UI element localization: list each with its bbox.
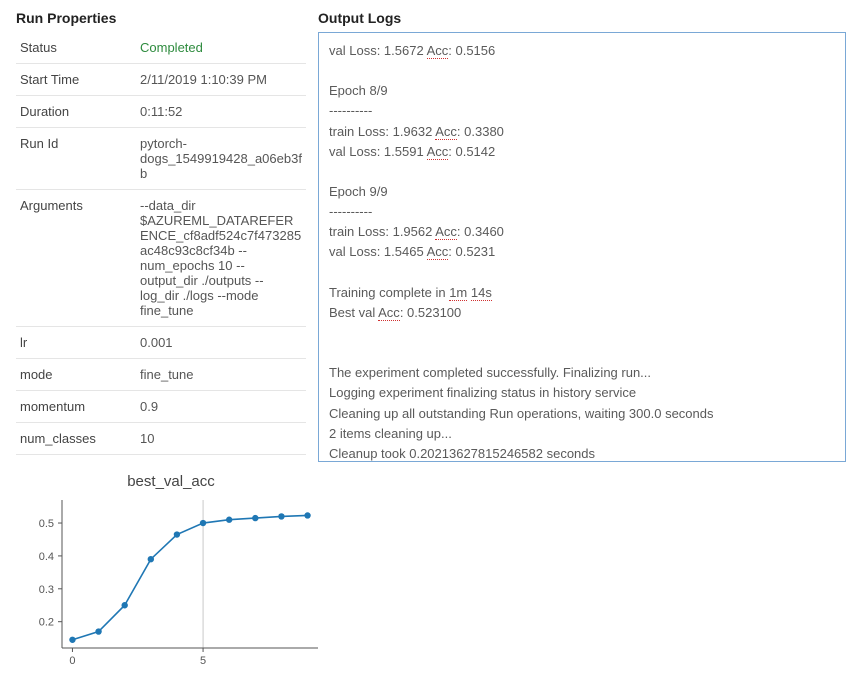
property-label: lr (20, 335, 140, 350)
property-value: pytorch-dogs_1549919428_a06eb3fb (140, 136, 302, 181)
property-row: Start Time2/11/2019 1:10:39 PM (16, 64, 306, 96)
best-val-acc-chart: best_val_acc 0.2 0.3 0.4 0.5 0 5 (16, 473, 326, 674)
property-value: 2/11/2019 1:10:39 PM (140, 72, 302, 87)
log-line: Cleaning up all outstanding Run operatio… (329, 404, 835, 424)
property-label: Start Time (20, 72, 140, 87)
chart-title: best_val_acc (16, 473, 326, 490)
log-content: val Loss: 1.5672 Acc: 0.5156 Epoch 8/9--… (329, 41, 835, 462)
log-line: val Loss: 1.5591 Acc: 0.5142 (329, 142, 835, 162)
run-properties-table: StatusCompletedStart Time2/11/2019 1:10:… (16, 32, 306, 455)
log-line (329, 162, 835, 182)
log-line: Epoch 8/9 (329, 81, 835, 101)
property-label: Status (20, 40, 140, 55)
svg-text:0.5: 0.5 (39, 518, 54, 530)
property-label: mode (20, 367, 140, 382)
property-row: lr0.001 (16, 327, 306, 359)
log-line (329, 263, 835, 283)
log-line (329, 343, 835, 363)
property-value: 0:11:52 (140, 104, 302, 119)
property-row: Run Idpytorch-dogs_1549919428_a06eb3fb (16, 128, 306, 190)
property-value: 0.9 (140, 399, 302, 414)
property-label: Arguments (20, 198, 140, 318)
log-line: ---------- (329, 202, 835, 222)
property-value: --data_dir $AZUREML_DATAREFERENCE_cf8adf… (140, 198, 302, 318)
property-row: modefine_tune (16, 359, 306, 391)
property-value: Completed (140, 40, 302, 55)
property-label: Run Id (20, 136, 140, 181)
property-row: StatusCompleted (16, 32, 306, 64)
property-label: num_classes (20, 431, 140, 446)
property-row: Arguments--data_dir $AZUREML_DATAREFEREN… (16, 190, 306, 327)
log-line (329, 323, 835, 343)
log-line: train Loss: 1.9632 Acc: 0.3380 (329, 122, 835, 142)
property-value: fine_tune (140, 367, 302, 382)
property-row: momentum0.9 (16, 391, 306, 423)
log-line: ---------- (329, 101, 835, 121)
log-line: The experiment completed successfully. F… (329, 363, 835, 383)
output-logs-title: Output Logs (318, 8, 846, 32)
log-line: 2 items cleaning up... (329, 424, 835, 444)
log-line: Best val Acc: 0.523100 (329, 303, 835, 323)
run-properties-title: Run Properties (16, 8, 306, 32)
log-line (329, 61, 835, 81)
property-value: 10 (140, 431, 302, 446)
log-line: Logging experiment finalizing status in … (329, 383, 835, 403)
log-line: Cleanup took 0.20213627815246582 seconds (329, 444, 835, 462)
property-label: Duration (20, 104, 140, 119)
line-chart-svg: 0.2 0.3 0.4 0.5 0 5 (16, 494, 326, 674)
property-label: momentum (20, 399, 140, 414)
svg-text:0.3: 0.3 (39, 584, 54, 596)
svg-text:0.2: 0.2 (39, 617, 54, 629)
svg-text:5: 5 (200, 655, 206, 667)
log-line: train Loss: 1.9562 Acc: 0.3460 (329, 222, 835, 242)
output-logs-textarea[interactable]: val Loss: 1.5672 Acc: 0.5156 Epoch 8/9--… (318, 32, 846, 462)
property-row: num_classes10 (16, 423, 306, 455)
property-row: Duration0:11:52 (16, 96, 306, 128)
svg-text:0: 0 (69, 655, 75, 667)
log-line: Epoch 9/9 (329, 182, 835, 202)
log-line: Training complete in 1m 14s (329, 283, 835, 303)
property-value: 0.001 (140, 335, 302, 350)
log-line: val Loss: 1.5672 Acc: 0.5156 (329, 41, 835, 61)
log-line: val Loss: 1.5465 Acc: 0.5231 (329, 242, 835, 262)
svg-text:0.4: 0.4 (39, 551, 54, 563)
